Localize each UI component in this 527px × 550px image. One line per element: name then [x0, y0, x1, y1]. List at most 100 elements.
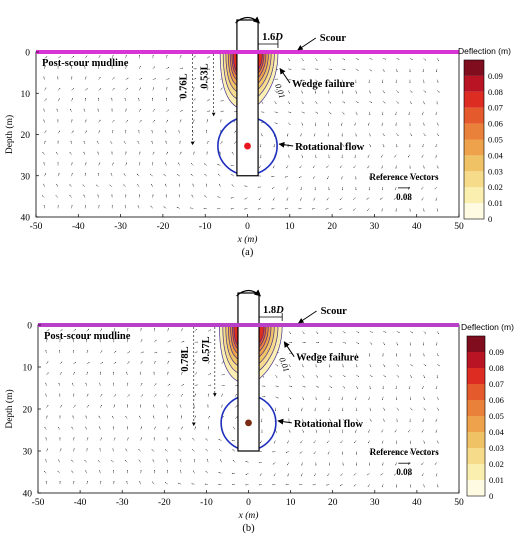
velocity-arrow — [285, 483, 289, 486]
velocity-arrow — [100, 328, 103, 332]
x-tick-label: -40 — [72, 222, 85, 232]
velocity-arrow — [382, 176, 385, 180]
colorbar-band — [467, 368, 485, 384]
velocity-arrow — [423, 101, 425, 105]
colorbar-band — [464, 75, 484, 92]
velocity-arrow — [194, 426, 196, 430]
velocity-arrow — [207, 459, 209, 463]
velocity-arrow — [423, 396, 425, 401]
velocity-arrow — [381, 165, 384, 169]
velocity-arrow — [328, 79, 331, 83]
velocity-arrow — [315, 100, 318, 104]
x-tick-label: 10 — [286, 498, 296, 508]
velocity-arrow — [178, 183, 181, 187]
velocity-arrow — [178, 194, 181, 198]
velocity-arrow — [315, 418, 318, 422]
velocity-arrow — [315, 58, 318, 61]
velocity-arrow — [59, 372, 62, 376]
velocity-arrow — [286, 197, 289, 201]
velocity-arrow — [233, 141, 237, 145]
velocity-arrow — [70, 108, 72, 112]
colorbar-band — [464, 123, 484, 140]
velocity-arrow — [166, 459, 168, 463]
velocity-arrow — [111, 120, 115, 123]
velocity-arrow — [369, 331, 373, 333]
velocity-arrow — [220, 87, 223, 91]
velocity-arrow — [435, 429, 438, 433]
colorbar-band — [467, 400, 485, 416]
velocity-arrow — [258, 197, 262, 201]
velocity-arrow — [274, 122, 278, 125]
velocity-arrow — [179, 437, 182, 441]
velocity-arrow — [59, 405, 63, 408]
velocity-arrow — [153, 328, 156, 332]
colorbar-band — [464, 91, 484, 108]
velocity-arrow — [340, 440, 343, 443]
velocity-arrow — [192, 449, 195, 452]
velocity-arrow — [194, 372, 197, 376]
velocity-arrow — [179, 78, 183, 80]
velocity-arrow — [312, 176, 316, 179]
wedge-width-unit: D — [275, 305, 284, 316]
velocity-arrow — [396, 363, 400, 367]
velocity-arrow — [287, 122, 291, 126]
x-tick-label: -50 — [30, 222, 43, 232]
velocity-arrow — [233, 426, 236, 430]
velocity-arrow — [125, 108, 127, 112]
velocity-arrow — [233, 130, 237, 134]
velocity-arrow — [86, 371, 88, 376]
velocity-arrow — [369, 111, 371, 116]
velocity-arrow — [231, 152, 235, 155]
velocity-arrow — [140, 437, 142, 441]
velocity-arrow — [329, 429, 331, 433]
velocity-arrow — [408, 385, 411, 390]
velocity-arrow — [369, 407, 372, 411]
velocity-arrow — [368, 429, 370, 433]
velocity-arrow — [100, 480, 102, 485]
colorbar-band — [467, 464, 485, 480]
y-axis-label: Depth (m) — [4, 389, 15, 428]
velocity-arrow — [381, 208, 384, 212]
velocity-arrow — [179, 404, 182, 408]
velocity-arrow — [221, 404, 223, 408]
velocity-arrow — [326, 440, 330, 443]
velocity-arrow — [313, 197, 316, 201]
velocity-arrow — [194, 360, 196, 365]
y-tick-label: 30 — [21, 172, 31, 182]
velocity-arrow — [97, 151, 99, 155]
wedge-width-label: 1.6D — [262, 32, 283, 43]
velocity-arrow — [46, 415, 48, 419]
velocity-arrow — [232, 449, 236, 452]
colorbar-tick-label: 0.03 — [488, 166, 503, 176]
velocity-arrow — [302, 331, 305, 335]
velocity-arrow — [301, 407, 303, 411]
velocity-arrow — [179, 119, 182, 123]
velocity-arrow — [59, 448, 62, 452]
velocity-arrow — [274, 78, 278, 80]
velocity-arrow — [383, 407, 386, 411]
colorbar-band — [467, 384, 485, 400]
velocity-arrow — [180, 426, 183, 430]
velocity-arrow — [98, 130, 101, 134]
velocity-arrow — [342, 79, 344, 83]
velocity-arrow — [274, 111, 278, 113]
velocity-arrow — [436, 353, 439, 357]
velocity-arrow — [127, 394, 130, 397]
velocity-arrow — [341, 122, 343, 126]
velocity-arrow — [127, 338, 129, 343]
velocity-arrow — [44, 130, 47, 134]
velocity-arrow — [56, 108, 59, 112]
velocity-arrow — [150, 173, 153, 177]
velocity-arrow — [86, 480, 88, 485]
velocity-arrow — [394, 473, 397, 476]
velocity-arrow — [137, 141, 140, 145]
velocity-arrow — [152, 54, 154, 59]
velocity-arrow — [327, 133, 329, 137]
contour-label: 0.01 — [273, 82, 287, 99]
velocity-arrow — [275, 374, 278, 378]
velocity-arrow — [272, 462, 276, 465]
velocity-arrow — [287, 440, 290, 444]
velocity-arrow — [355, 68, 359, 71]
velocity-arrow — [153, 360, 156, 365]
velocity-arrow — [342, 462, 344, 466]
